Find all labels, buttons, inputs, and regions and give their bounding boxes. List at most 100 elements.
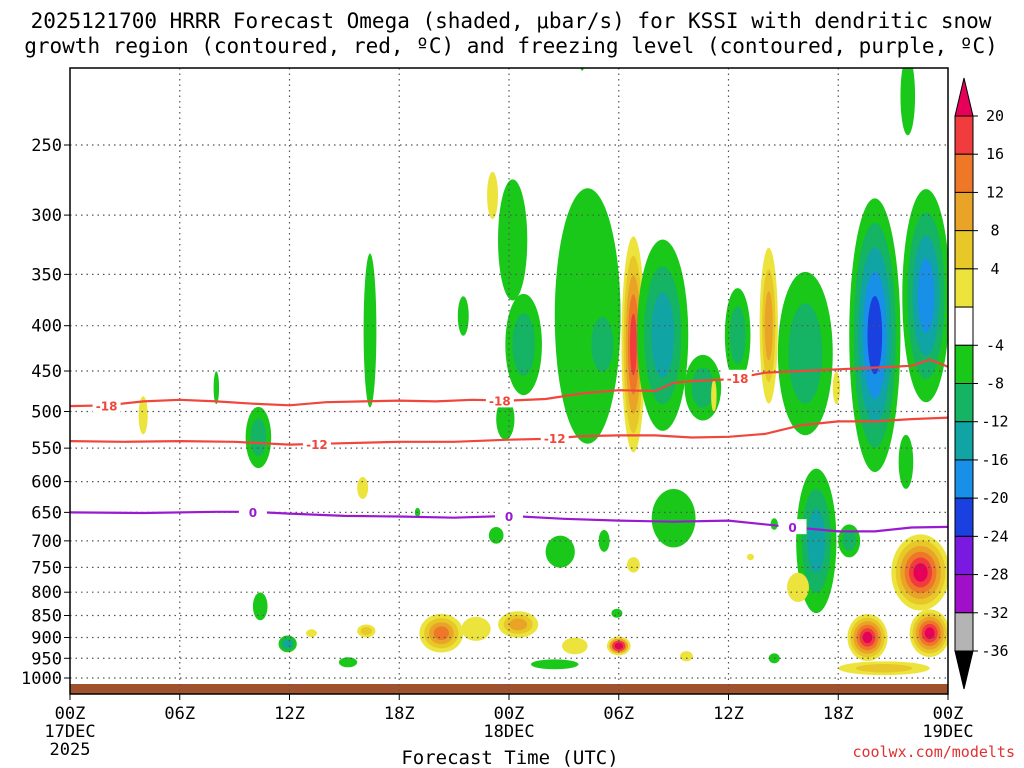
omega-cell-8-2 [283, 640, 292, 648]
omega-cell-18-0 [496, 398, 515, 440]
colorbar-tick-label-2: 12 [986, 183, 1004, 201]
omega-cell-13-0 [461, 616, 491, 641]
omega-cell-32-1 [691, 367, 715, 408]
colorbar-tick-label-4: 4 [990, 260, 999, 278]
contour-label-dgz_-12-0: -12 [306, 438, 328, 452]
omega-cell-48-0 [900, 68, 916, 136]
x-tick-label-4: 00Z [494, 704, 525, 724]
terrain-ground-band [70, 684, 948, 694]
x-tick-label-6: 12Z [713, 704, 744, 724]
colorbar-tick-label-12: -32 [981, 604, 1008, 622]
contour-label-dgz_-18-0: -18 [96, 399, 118, 413]
omega-cell-5-0 [357, 476, 369, 499]
y-tick-label-750: 750 [31, 558, 62, 578]
omega-cell-34-1 [729, 306, 746, 365]
omega-cell-24-0 [591, 316, 614, 372]
omega-cell-46-3 [917, 258, 935, 333]
y-tick-label-500: 500 [31, 403, 62, 423]
y-tick-label-600: 600 [31, 473, 62, 493]
omega-cell-45-1 [842, 530, 856, 552]
omega-cell-43-0 [832, 371, 841, 405]
contour-label-bg-dgz_-18-1 [485, 392, 514, 408]
colorbar-bin-12 [954, 535, 974, 576]
x-tick-date-8: 19DEC [922, 722, 973, 742]
colorbar-tick-label-10: -24 [981, 527, 1008, 545]
omega-cell-2-0 [213, 371, 220, 405]
chart-title-line2: growth region (contoured, red, ºC) and f… [24, 34, 998, 58]
colorbar-tick-label-9: -20 [981, 489, 1008, 507]
contour-label-freezing_0-0: 0 [249, 506, 257, 520]
colorbar-tick-label-6: -8 [986, 375, 1004, 393]
y-tick-label-400: 400 [31, 317, 62, 337]
omega-cell-7-0 [252, 592, 268, 621]
omega-cell-33-0 [711, 379, 717, 412]
y-tick-label-850: 850 [31, 607, 62, 627]
omega-cell-26-4 [629, 313, 637, 376]
omega-cell-14-2 [509, 618, 528, 631]
omega-cell-0-1 [250, 418, 267, 457]
colorbar-tick-label-1: 16 [986, 145, 1004, 163]
omega-cell-47-0 [898, 434, 914, 489]
omega-cell-12-3 [433, 626, 449, 640]
y-tick-label-350: 350 [31, 265, 62, 285]
contour-line-dgz_-18 [70, 358, 948, 408]
colorbar-bin-8 [954, 383, 974, 423]
x-tick-label-1: 06Z [164, 704, 195, 724]
colorbar-tick-label-8: -16 [981, 451, 1008, 469]
omega-cell-44-4 [867, 296, 883, 375]
credit-text: coolwx.com/modelts [852, 743, 1015, 761]
contour-label-bg-dgz_-12-1 [540, 430, 569, 446]
contour-line-dgz_-12 [70, 416, 948, 446]
omega-cell-36-0 [680, 651, 693, 662]
omega-shading-layer [138, 68, 948, 676]
plot-grid [70, 68, 948, 694]
colorbar-tick-label-13: -36 [981, 642, 1008, 660]
y-tick-label-650: 650 [31, 503, 62, 523]
omega-cell-22-0 [562, 637, 588, 655]
colorbar: 20 16 12 8 4 -4 -8 -12 -16 -20 -24 -28 -32 -36 [954, 77, 1009, 690]
colorbar-bin-3 [954, 191, 974, 232]
colorbar-bin-6 [954, 306, 974, 346]
y-tick-label-900: 900 [31, 628, 62, 648]
omega-cell-9-0 [305, 629, 317, 638]
omega-cell-51-5 [924, 627, 935, 639]
omega-cell-23-0 [554, 188, 621, 444]
x-tick-label-2: 12Z [274, 704, 305, 724]
x-tick-label-7: 18Z [823, 704, 854, 724]
omega-cell-21-0 [530, 659, 579, 670]
x-tick-date-4: 18DEC [483, 722, 534, 742]
x-tick-label-0: 00Z [55, 704, 86, 724]
colorbar-bin-11 [954, 497, 974, 537]
y-tick-label-800: 800 [31, 583, 62, 603]
omega-cell-37-0 [746, 553, 755, 561]
contour-label-bg-dgz_-18-0 [92, 397, 121, 413]
omega-cell-29-0 [611, 608, 623, 618]
x-tick-date-0: 17DEC [44, 722, 95, 742]
omega-cell-30-2 [651, 292, 675, 378]
omega-cell-40-1 [788, 303, 823, 404]
colorbar-bin-13 [954, 574, 974, 614]
y-tick-label-1000: 1000 [21, 669, 62, 689]
omega-cell-50-5 [913, 563, 928, 582]
x-tick-label-8: 00Z [933, 704, 964, 724]
colorbar-bin-14 [954, 612, 974, 652]
omega-cell-39-0 [770, 518, 778, 530]
y-tick-label-550: 550 [31, 439, 62, 459]
contour-label-bg-freezing_0-2 [778, 519, 807, 535]
y-axis-ticks: 2503003504004505005506006507007508008509… [21, 136, 70, 689]
omega-cell-42-0 [787, 572, 809, 602]
colorbar-tick-label-7: -12 [981, 413, 1008, 431]
omega-cell-3-0 [457, 296, 469, 336]
omega-cell-52-1 [855, 664, 913, 673]
colorbar-bin-5 [954, 268, 974, 308]
omega-cell-17-1 [512, 313, 535, 376]
colorbar-bin-1 [954, 115, 974, 155]
omega-cell-27-0 [626, 557, 640, 573]
contour-label-dgz_-18-1: -18 [489, 394, 511, 408]
colorbar-bin-2 [954, 153, 974, 193]
colorbar-bin-9 [954, 421, 974, 461]
omega-cell-41-2 [807, 508, 826, 573]
contour-label-bg-freezing_0-0 [238, 503, 267, 519]
